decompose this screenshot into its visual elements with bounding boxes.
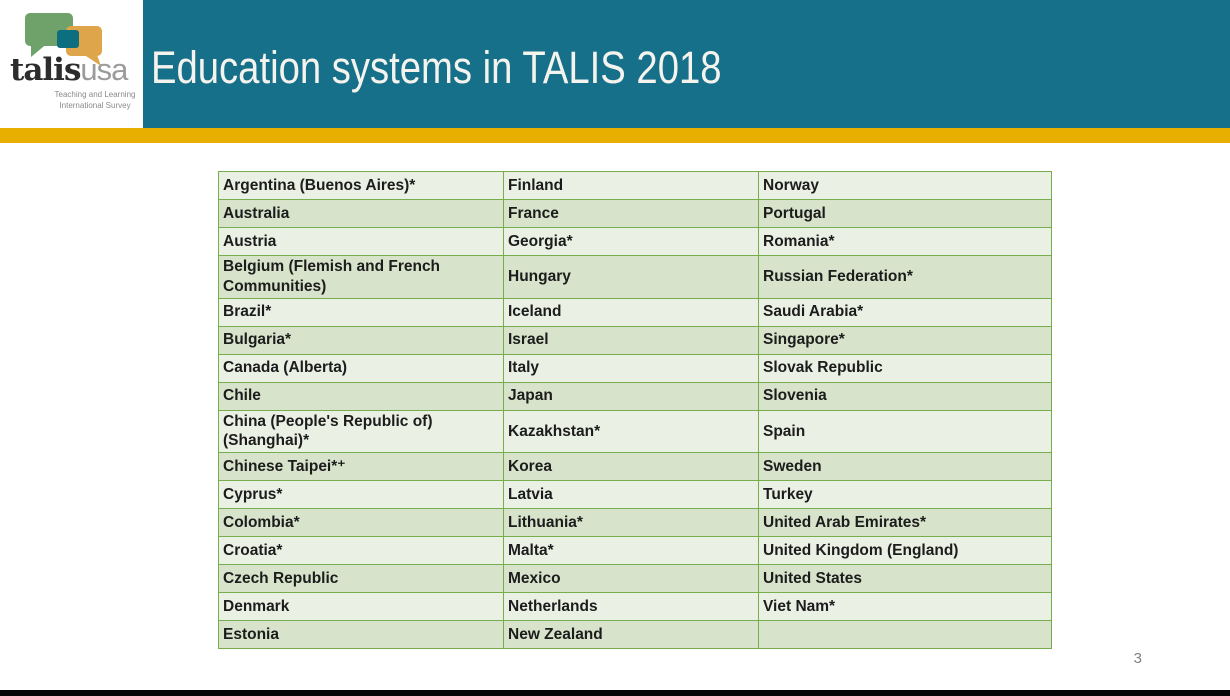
table-row: Czech Republic Mexico United States xyxy=(218,564,1052,594)
country-cell: Cyprus* xyxy=(218,480,504,510)
country-cell: United States xyxy=(758,564,1052,594)
footer-bar xyxy=(0,690,1230,696)
country-cell: Saudi Arabia* xyxy=(758,297,1052,327)
country-cell: Austria xyxy=(218,227,504,256)
page-title: Education systems in TALIS 2018 xyxy=(151,42,722,93)
country-cell: Kazakhstan* xyxy=(503,409,759,454)
country-cell: Turkey xyxy=(758,480,1052,510)
country-cell: New Zealand xyxy=(503,620,759,650)
country-cell: Sweden xyxy=(758,452,1052,482)
table-row: Canada (Alberta) Italy Slovak Republic xyxy=(218,353,1052,383)
country-cell: Lithuania* xyxy=(503,508,759,538)
country-cell: Chile xyxy=(218,381,504,411)
country-cell: Colombia* xyxy=(218,508,504,538)
table-row: Chinese Taipei*⁺ Korea Sweden xyxy=(218,452,1052,482)
country-cell: Romania* xyxy=(758,227,1052,256)
countries-table: Argentina (Buenos Aires)* Finland Norway Au… xyxy=(218,171,1052,650)
logo-tagline-line1: Teaching and Learning xyxy=(54,90,136,99)
country-cell: Iceland xyxy=(503,297,759,327)
country-cell: Denmark xyxy=(218,592,504,622)
table-row: Estonia New Zealand xyxy=(218,620,1052,650)
logo-text-usa: usa xyxy=(80,52,128,87)
table-row: Croatia* Malta* United Kingdom (England) xyxy=(218,536,1052,566)
country-cell: Israel xyxy=(503,325,759,355)
table-row: Brazil* Iceland Saudi Arabia* xyxy=(218,297,1052,327)
country-cell: Slovenia xyxy=(758,381,1052,411)
table-row: Denmark Netherlands Viet Nam* xyxy=(218,592,1052,622)
country-cell: Canada (Alberta) xyxy=(218,353,504,383)
country-cell: Bulgaria* xyxy=(218,325,504,355)
table-row: Austria Georgia* Romania* xyxy=(218,227,1052,256)
logo-tagline-line2: International Survey xyxy=(59,100,131,110)
countries-table-body: Argentina (Buenos Aires)* Finland Norway Au… xyxy=(218,171,1052,650)
country-cell: Czech Republic xyxy=(218,564,504,594)
accent-bar xyxy=(0,128,1230,143)
table-row: Cyprus* Latvia Turkey xyxy=(218,480,1052,510)
table-row: Bulgaria* Israel Singapore* xyxy=(218,325,1052,355)
talis-usa-logo: talisusa Teaching and Learning Internati… xyxy=(0,0,143,128)
title-band: Education systems in TALIS 2018 xyxy=(143,0,1230,128)
country-cell: Korea xyxy=(503,452,759,482)
country-cell: Norway xyxy=(758,171,1052,200)
country-cell: Singapore* xyxy=(758,325,1052,355)
country-cell: Australia xyxy=(218,199,504,228)
page-number: 3 xyxy=(1133,650,1142,667)
country-cell: Chinese Taipei*⁺ xyxy=(218,452,504,482)
country-cell: Estonia xyxy=(218,620,504,650)
country-cell: Italy xyxy=(503,353,759,383)
country-cell: China (People's Republic of) (Shanghai)* xyxy=(218,409,504,454)
country-cell: Finland xyxy=(503,171,759,200)
country-cell: Viet Nam* xyxy=(758,592,1052,622)
country-cell: Malta* xyxy=(503,536,759,566)
country-cell: Spain xyxy=(758,409,1052,454)
country-cell: Belgium (Flemish and French Communities) xyxy=(218,255,504,299)
country-cell: Georgia* xyxy=(503,227,759,256)
table-row: Chile Japan Slovenia xyxy=(218,381,1052,411)
country-cell: Latvia xyxy=(503,480,759,510)
country-cell: United Kingdom (England) xyxy=(758,536,1052,566)
table-row: Argentina (Buenos Aires)* Finland Norway xyxy=(218,171,1052,200)
country-cell: Croatia* xyxy=(218,536,504,566)
country-cell: Japan xyxy=(503,381,759,411)
table-row: China (People's Republic of) (Shanghai)*… xyxy=(218,409,1052,454)
country-cell: Hungary xyxy=(503,255,759,299)
logo-tagline: Teaching and Learning International Surv… xyxy=(52,90,138,112)
country-cell: France xyxy=(503,199,759,228)
speech-bubbles-icon xyxy=(25,13,102,66)
country-cell: United Arab Emirates* xyxy=(758,508,1052,538)
country-cell xyxy=(758,620,1052,650)
logo-wordmark: talisusa xyxy=(10,52,128,88)
table-row: Colombia* Lithuania* United Arab Emirates* xyxy=(218,508,1052,538)
country-cell: Brazil* xyxy=(218,297,504,327)
table-row: Australia France Portugal xyxy=(218,199,1052,228)
country-cell: Netherlands xyxy=(503,592,759,622)
country-cell: Argentina (Buenos Aires)* xyxy=(218,171,504,200)
country-cell: Mexico xyxy=(503,564,759,594)
country-cell: Slovak Republic xyxy=(758,353,1052,383)
logo-text-talis: talis xyxy=(10,52,81,88)
country-cell: Russian Federation* xyxy=(758,255,1052,299)
table-row: Belgium (Flemish and French Communities)… xyxy=(218,255,1052,299)
country-cell: Portugal xyxy=(758,199,1052,228)
